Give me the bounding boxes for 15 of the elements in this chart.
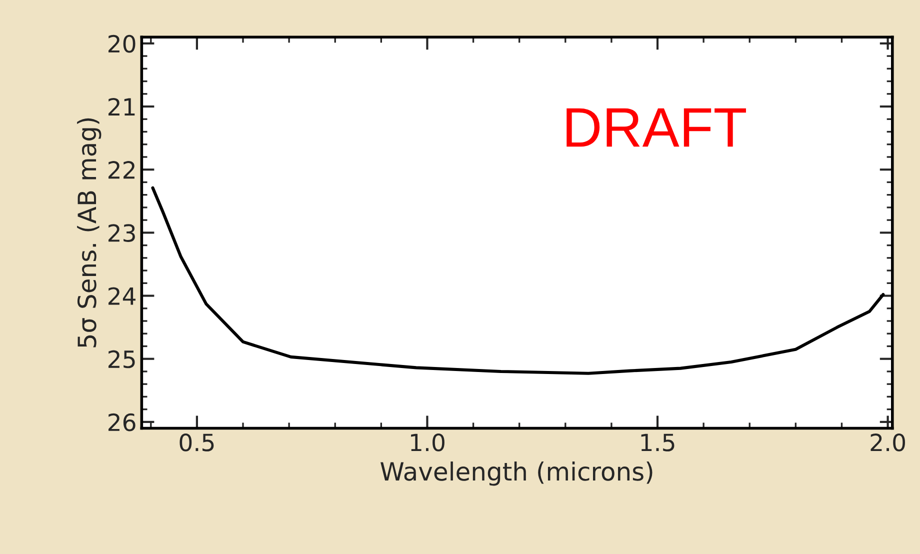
x-axis-title: Wavelength (microns): [380, 462, 652, 486]
y-tick-label: 23: [108, 224, 135, 242]
y-tick-label: 25: [108, 350, 135, 368]
y-tick-label: 22: [108, 161, 134, 179]
y-tick-label: 20: [108, 34, 136, 53]
x-tick-label: 1.5: [641, 434, 674, 452]
y-tick-label: 21: [108, 98, 135, 116]
y-tick-label: 24: [108, 287, 136, 305]
y-axis-title: 5σ Sens. (AB mag): [77, 118, 102, 348]
x-tick-label: 1.0: [411, 434, 444, 452]
x-tick-label: 2.0: [870, 434, 905, 452]
line-series: [151, 186, 885, 375]
x-tick-label: 0.5: [180, 434, 214, 452]
annotation: DRAFT: [566, 108, 746, 147]
y-tick-label: 26: [108, 413, 136, 432]
